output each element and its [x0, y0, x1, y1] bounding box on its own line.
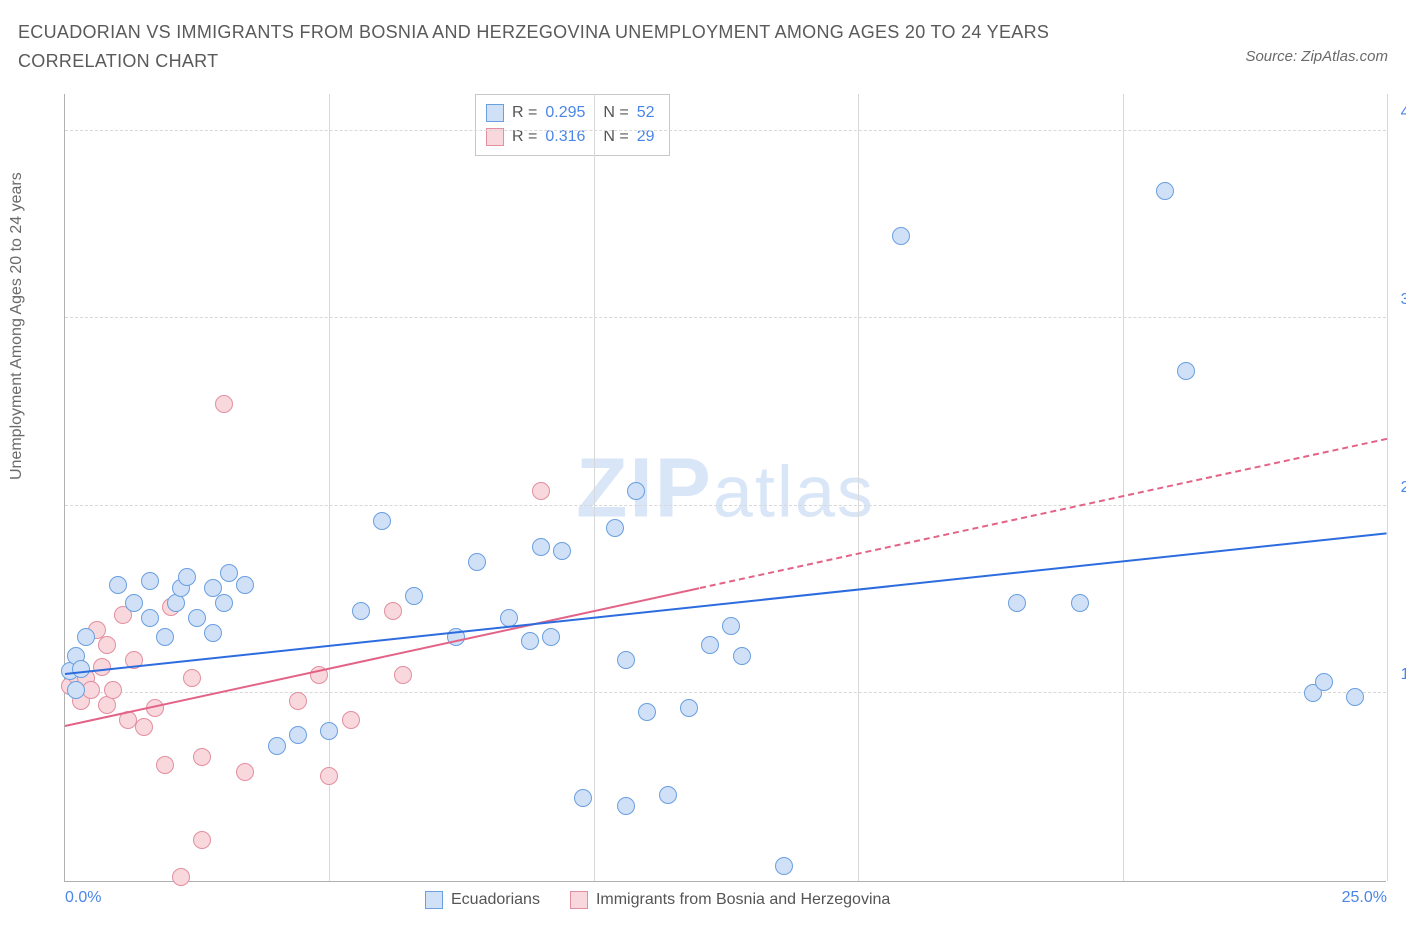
scatter-point	[320, 767, 338, 785]
scatter-point	[394, 666, 412, 684]
stats-legend: R =0.295N =52R =0.316N =29	[475, 94, 670, 156]
gridline-v	[858, 94, 859, 881]
legend-label: Ecuadorians	[451, 891, 540, 909]
y-tick-label: 20.0%	[1401, 479, 1406, 497]
scatter-point	[733, 647, 751, 665]
x-tick-label: 0.0%	[65, 889, 101, 907]
y-tick-label: 10.0%	[1401, 666, 1406, 684]
scatter-point	[215, 395, 233, 413]
scatter-point	[617, 651, 635, 669]
y-tick-label: 40.0%	[1401, 104, 1406, 122]
scatter-point	[220, 564, 238, 582]
scatter-point	[342, 711, 360, 729]
scatter-point	[156, 628, 174, 646]
scatter-point	[188, 609, 206, 627]
gridline-h	[65, 505, 1386, 506]
scatter-point	[268, 737, 286, 755]
scatter-point	[532, 538, 550, 556]
scatter-plot: ZIPatlas R =0.295N =52R =0.316N =29 Ecua…	[64, 94, 1386, 882]
scatter-point	[98, 636, 116, 654]
scatter-point	[236, 763, 254, 781]
gridline-v	[1387, 94, 1388, 881]
scatter-point	[204, 624, 222, 642]
scatter-point	[93, 658, 111, 676]
scatter-point	[172, 868, 190, 886]
scatter-point	[553, 542, 571, 560]
scatter-point	[542, 628, 560, 646]
scatter-point	[722, 617, 740, 635]
gridline-h	[65, 130, 1386, 131]
source-attribution: Source: ZipAtlas.com	[1245, 48, 1388, 65]
scatter-point	[156, 756, 174, 774]
scatter-point	[141, 609, 159, 627]
scatter-point	[468, 553, 486, 571]
scatter-point	[617, 797, 635, 815]
y-axis-label: Unemployment Among Ages 20 to 24 years	[8, 172, 26, 480]
scatter-point	[77, 628, 95, 646]
scatter-point	[701, 636, 719, 654]
legend-item: Immigrants from Bosnia and Herzegovina	[570, 891, 890, 909]
scatter-point	[606, 519, 624, 537]
chart-title: ECUADORIAN VS IMMIGRANTS FROM BOSNIA AND…	[18, 18, 1138, 76]
scatter-point	[1346, 688, 1364, 706]
scatter-point	[135, 718, 153, 736]
legend-swatch	[570, 891, 588, 909]
gridline-h	[65, 317, 1386, 318]
scatter-point	[638, 703, 656, 721]
scatter-point	[183, 669, 201, 687]
scatter-point	[82, 681, 100, 699]
scatter-point	[1315, 673, 1333, 691]
scatter-point	[289, 726, 307, 744]
trend-line	[65, 587, 700, 727]
scatter-point	[109, 576, 127, 594]
n-label: N =	[603, 101, 628, 125]
scatter-point	[193, 748, 211, 766]
legend-swatch	[425, 891, 443, 909]
scatter-point	[1156, 182, 1174, 200]
scatter-point	[521, 632, 539, 650]
scatter-point	[141, 572, 159, 590]
gridline-h	[65, 692, 1386, 693]
y-tick-label: 30.0%	[1401, 291, 1406, 309]
trend-line	[65, 532, 1387, 675]
scatter-point	[193, 831, 211, 849]
scatter-point	[627, 482, 645, 500]
scatter-point	[352, 602, 370, 620]
gridline-v	[329, 94, 330, 881]
stats-legend-row: R = 0.295 N = 52	[486, 101, 655, 125]
scatter-point	[659, 786, 677, 804]
n-value: 52	[637, 101, 655, 125]
r-label: R =	[512, 101, 537, 125]
legend-swatch	[486, 104, 504, 122]
scatter-point	[320, 722, 338, 740]
scatter-point	[289, 692, 307, 710]
scatter-point	[384, 602, 402, 620]
scatter-point	[892, 227, 910, 245]
gridline-v	[1123, 94, 1124, 881]
legend-label: Immigrants from Bosnia and Herzegovina	[596, 891, 890, 909]
x-tick-label: 25.0%	[1342, 889, 1387, 907]
trend-line	[699, 438, 1387, 589]
scatter-point	[1071, 594, 1089, 612]
scatter-point	[405, 587, 423, 605]
scatter-point	[104, 681, 122, 699]
scatter-point	[1008, 594, 1026, 612]
scatter-point	[373, 512, 391, 530]
scatter-point	[775, 857, 793, 875]
scatter-point	[67, 681, 85, 699]
scatter-point	[125, 594, 143, 612]
legend-item: Ecuadorians	[425, 891, 540, 909]
scatter-point	[72, 660, 90, 678]
scatter-point	[215, 594, 233, 612]
scatter-point	[680, 699, 698, 717]
scatter-point	[574, 789, 592, 807]
gridline-v	[594, 94, 595, 881]
r-value: 0.295	[545, 101, 585, 125]
scatter-point	[532, 482, 550, 500]
legend-swatch	[486, 128, 504, 146]
scatter-point	[178, 568, 196, 586]
scatter-point	[236, 576, 254, 594]
scatter-point	[1177, 362, 1195, 380]
series-legend: Ecuadorians Immigrants from Bosnia and He…	[425, 891, 890, 909]
